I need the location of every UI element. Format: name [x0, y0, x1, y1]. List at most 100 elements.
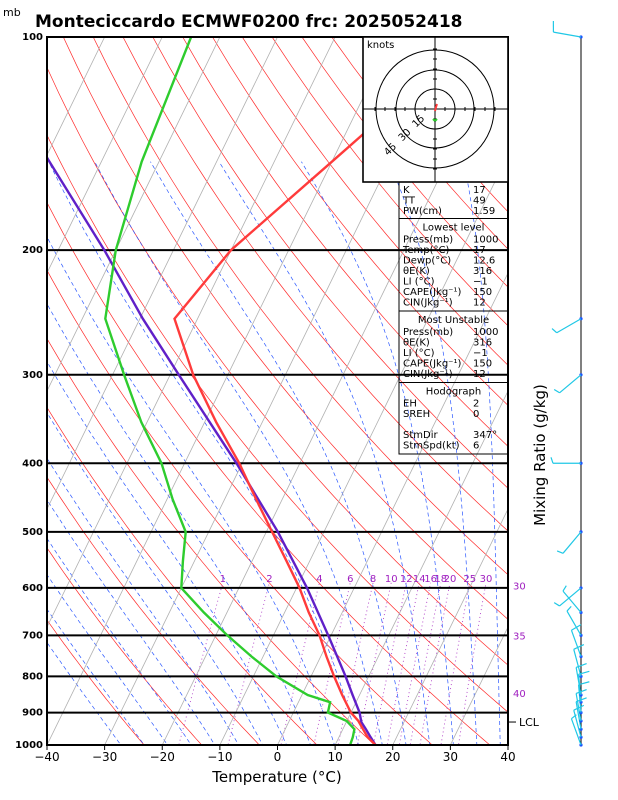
wind-barb-column: [550, 20, 590, 747]
barb-flag: [551, 328, 558, 334]
barb-staff: [553, 31, 582, 38]
x-tick-label: −20: [150, 750, 175, 764]
barb-staff: [575, 693, 582, 722]
barb-flag: [578, 681, 590, 686]
x-axis-label: Temperature (°C): [211, 768, 341, 786]
barb-staff: [575, 701, 582, 730]
dry-adiabat: [47, 406, 318, 745]
hodograph-unit-label: knots: [367, 40, 394, 51]
index-value: 1.59: [473, 206, 495, 217]
index-block-header: Hodograph: [426, 387, 481, 398]
barb-staff: [559, 374, 582, 394]
isotherm: [47, 37, 163, 274]
index-label: LI (°C): [403, 277, 435, 288]
x-tick-label: 40: [500, 750, 515, 764]
theta-label: 40: [513, 689, 526, 700]
parcel-path-line: [47, 155, 377, 745]
dry-adiabat: [242, 37, 508, 366]
index-label: StmDir: [403, 430, 438, 441]
barb-flag: [556, 550, 564, 554]
pressure-tick-label: 600: [22, 583, 43, 594]
barb-flag: [575, 689, 587, 695]
isotherm: [277, 272, 508, 745]
barb-staff: [570, 718, 582, 746]
isotherm: [47, 37, 336, 628]
mixing-ratio-label: 12: [400, 574, 413, 585]
mixing-ratio-label: 8: [370, 574, 376, 585]
isotherm: [47, 37, 278, 510]
index-value: 17: [473, 245, 486, 256]
index-value: 12: [473, 298, 486, 309]
theta-label: 35: [513, 631, 526, 642]
barb-flag: [553, 602, 560, 607]
index-value: 150: [473, 287, 492, 298]
index-value: 1000: [473, 235, 498, 246]
index-value: 316: [473, 266, 492, 277]
mixing-ratio-label: 18: [434, 574, 447, 585]
dry-adiabat: [47, 337, 376, 745]
isotherm: [392, 508, 508, 745]
index-label: θE(K): [403, 338, 430, 349]
dry-adiabat: [152, 37, 508, 489]
x-tick-label: −30: [92, 750, 117, 764]
isotherm: [47, 37, 394, 745]
pressure-tick-label: 100: [22, 32, 43, 43]
index-value: 12.6: [473, 256, 495, 267]
pressure-tick-label: 1000: [15, 740, 43, 751]
mixing-ratio-label: 1: [220, 574, 226, 585]
index-value: 2: [473, 399, 479, 410]
pressure-tick-label: 700: [22, 630, 43, 641]
pressure-tick-label: 800: [22, 671, 43, 682]
dry-adiabat: [212, 37, 508, 406]
mixing-ratio-label: 10: [385, 574, 398, 585]
storm-motion-marker: [432, 118, 438, 122]
dry-adiabat: [62, 37, 508, 620]
x-tick-label: 20: [385, 750, 400, 764]
index-label: PW(cm): [403, 206, 442, 217]
index-label: CAPE(Jkg⁻¹): [403, 359, 461, 370]
mixing-ratio-label: 16: [424, 574, 437, 585]
index-value: 0: [473, 409, 479, 420]
index-label: Press(mb): [403, 327, 453, 338]
index-value: 6: [473, 441, 479, 452]
barb-flag: [562, 585, 567, 592]
pressure-tick-label: 400: [22, 458, 43, 469]
index-value: 12: [473, 369, 486, 380]
isotherm: [334, 390, 508, 745]
x-tick-label: 10: [327, 750, 342, 764]
barb-staff: [566, 610, 582, 636]
isotherm: [47, 37, 221, 392]
barb-staff: [559, 587, 582, 607]
hodograph-trace: [434, 103, 438, 112]
dry-adiabat: [47, 619, 145, 745]
barb-point: [579, 727, 583, 731]
pressure-tick-label: 500: [22, 527, 43, 538]
pressure-tick-label: 300: [22, 370, 43, 381]
mixing-ratio-label: 14: [413, 574, 426, 585]
barb-flag: [550, 457, 554, 464]
theta-label: 30: [513, 581, 526, 592]
index-label: K: [403, 185, 410, 196]
index-label: Temp(°C): [402, 245, 450, 256]
barb-point: [579, 711, 583, 715]
index-label: Press(mb): [403, 235, 453, 246]
dry-adiabat: [47, 547, 203, 745]
right-axis-label: Mixing Ratio (g/kg): [531, 384, 549, 526]
index-label: LI (°C): [403, 348, 435, 359]
lcl-label: LCL: [519, 716, 540, 729]
barb-flag: [566, 605, 572, 612]
x-tick-label: −10: [207, 750, 232, 764]
index-value: 347°: [473, 430, 497, 441]
index-value: 316: [473, 338, 492, 349]
index-label: CAPE(Jkg⁻¹): [403, 287, 461, 298]
isotherm: [219, 154, 508, 745]
dry-adiabat: [47, 269, 433, 745]
profile-lines: [47, 37, 475, 745]
dewpoint-line: [104, 37, 356, 745]
index-label: CIN(Jkg⁻¹): [403, 369, 453, 380]
x-tick-label: 30: [443, 750, 458, 764]
temperature-line: [173, 37, 475, 745]
index-label: StmSpd(kt): [403, 441, 460, 452]
